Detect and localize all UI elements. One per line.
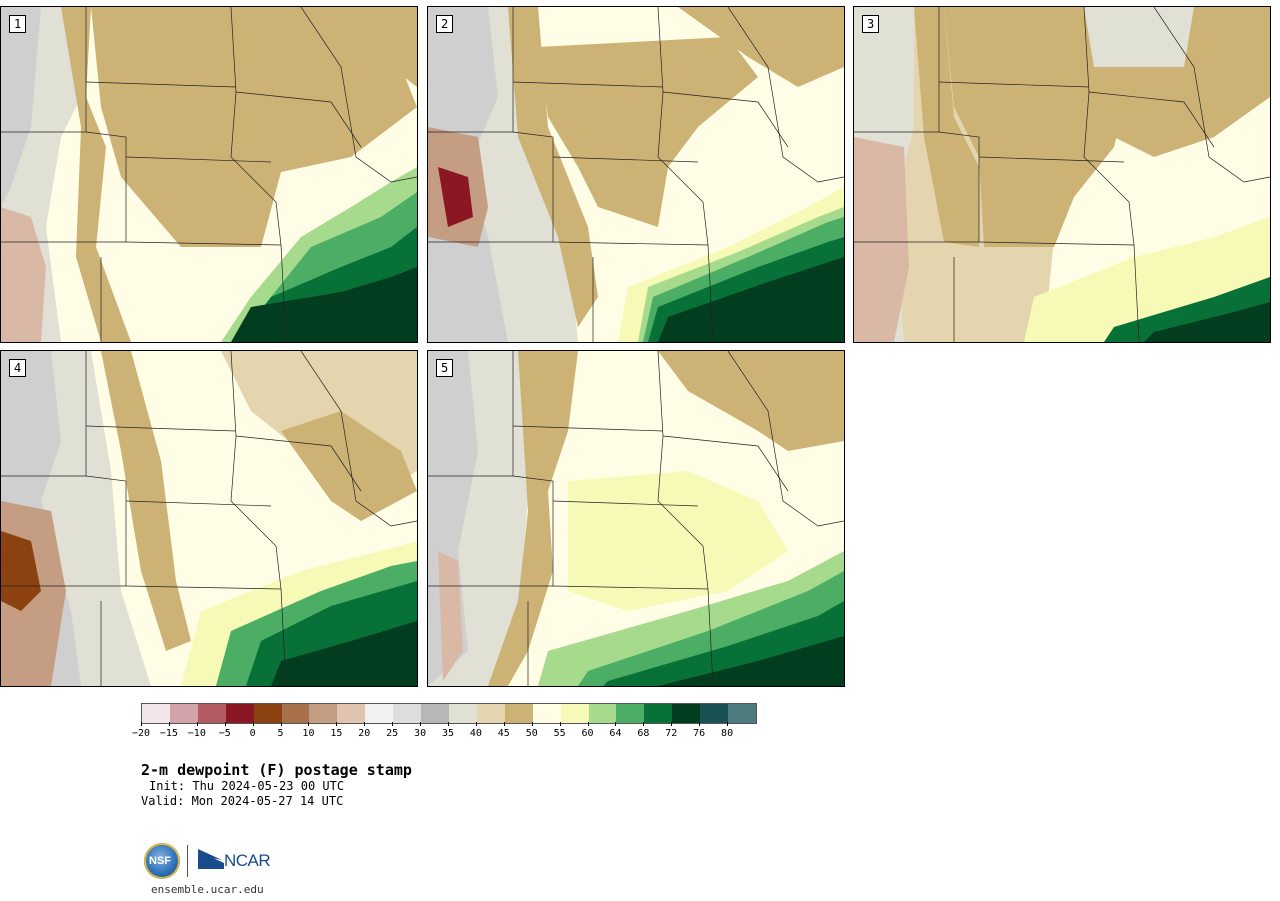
colorbar-tick-label: 20: [358, 728, 371, 739]
ncar-logo-icon: [198, 849, 224, 869]
dewpoint-map: [428, 7, 844, 342]
colorbar-tick-label: 30: [414, 728, 427, 739]
panel-number: 3: [862, 15, 880, 33]
colorbar-swatch: [393, 704, 422, 723]
colorbar-tick: [252, 722, 254, 726]
colorbar-tick: [392, 722, 394, 726]
colorbar-tick: [559, 722, 561, 726]
colorbar-tick: [420, 722, 422, 726]
logo-divider: [187, 845, 188, 877]
map-panel-5: 5: [427, 350, 845, 687]
map-panel-4: 4: [0, 350, 418, 687]
colorbar-swatch: [169, 704, 198, 723]
panel-number: 2: [436, 15, 454, 33]
colorbar-swatch: [532, 704, 561, 723]
colorbar-swatch: [476, 704, 505, 723]
colorbar-swatch: [448, 704, 477, 723]
init-time: Init: Thu 2024-05-23 00 UTC: [149, 779, 345, 793]
colorbar-tick-label: 72: [665, 728, 678, 739]
dewpoint-map: [854, 7, 1270, 342]
colorbar-swatch: [728, 704, 756, 723]
colorbar-tick-label: 45: [497, 728, 510, 739]
colorbar-swatch: [309, 704, 338, 723]
colorbar-tick: [168, 722, 170, 726]
colorbar-swatch: [700, 704, 729, 723]
colorbar-tick: [643, 722, 645, 726]
colorbar-swatch: [281, 704, 310, 723]
colorbar-tick: [671, 722, 673, 726]
colorbar-tick-label: 25: [386, 728, 399, 739]
colorbar-tick: [587, 722, 589, 726]
colorbar-swatch: [560, 704, 589, 723]
colorbar-tick-label: 76: [693, 728, 706, 739]
colorbar-tick: [531, 722, 533, 726]
panel-number: 4: [9, 359, 27, 377]
colorbar-tick: [448, 722, 449, 726]
map-panel-2: 2: [427, 6, 845, 343]
colorbar-swatch: [644, 704, 673, 723]
dewpoint-map: [1, 351, 417, 686]
colorbar-tick: [141, 722, 142, 726]
colorbar-tick-label: −15: [159, 728, 178, 739]
colorbar-swatch: [365, 704, 394, 723]
colorbar-tick-label: 40: [469, 728, 482, 739]
colorbar-swatch: [337, 704, 366, 723]
colorbar-tick-label: 80: [721, 728, 734, 739]
colorbar-swatch: [504, 704, 533, 723]
colorbar-tick-label: 68: [637, 728, 650, 739]
colorbar-tick: [196, 722, 198, 726]
colorbar-tick-label: 0: [249, 728, 256, 739]
dewpoint-map: [428, 351, 844, 686]
colorbar-tick-label: 60: [581, 728, 594, 739]
colorbar-swatch: [253, 704, 282, 723]
dewpoint-map: [1, 7, 417, 342]
nsf-logo-icon: NSF: [144, 843, 180, 879]
colorbar-swatch: [197, 704, 226, 723]
colorbar-tick: [727, 722, 729, 726]
nsf-logo-text: NSF: [149, 855, 171, 867]
colorbar-tick: [364, 722, 366, 726]
colorbar-tick-label: −10: [187, 728, 206, 739]
colorbar-tick-label: −5: [218, 728, 231, 739]
ncar-logo-text: NCAR: [224, 851, 271, 870]
colorbar-tick-label: 64: [609, 728, 622, 739]
colorbar-tick-label: 35: [441, 728, 455, 739]
panel-number: 5: [436, 359, 454, 377]
colorbar-swatch: [616, 704, 645, 723]
colorbar-swatch: [421, 704, 449, 723]
colorbar-swatch: [672, 704, 701, 723]
colorbar-tick-label: 50: [525, 728, 538, 739]
colorbar-swatch: [225, 704, 254, 723]
panel-number: 1: [9, 15, 27, 33]
website-link[interactable]: ensemble.ucar.edu: [151, 883, 264, 896]
colorbar-ticks: −20 −15 −10 −5 0 5 10 15 20 25 30 35 40 45 50 55 60 64 68 7…: [132, 722, 757, 742]
colorbar-tick: [699, 722, 701, 726]
colorbar-tick: [336, 722, 338, 726]
colorbar-tick: [224, 722, 226, 726]
colorbar-tick-label: 15: [330, 728, 343, 739]
colorbar-tick-label: 5: [277, 728, 284, 739]
colorbar-tick-label: 10: [302, 728, 315, 739]
colorbar-tick-label: −20: [131, 728, 151, 739]
colorbar-tick: [280, 722, 282, 726]
colorbar-swatch: [142, 704, 170, 723]
colorbar-swatch: [588, 704, 617, 723]
colorbar: [141, 703, 757, 724]
colorbar-tick: [615, 722, 617, 726]
colorbar-tick-label: 55: [553, 728, 566, 739]
logos: NSF NCAR: [144, 843, 284, 883]
map-title: 2-m dewpoint (F) postage stamp: [141, 761, 412, 779]
map-panel-3: 3: [853, 6, 1271, 343]
colorbar-tick: [475, 722, 477, 726]
colorbar-tick: [503, 722, 505, 726]
valid-time: Valid: Mon 2024-05-27 14 UTC: [141, 794, 344, 808]
map-panel-1: 1: [0, 6, 418, 343]
colorbar-tick: [308, 722, 310, 726]
